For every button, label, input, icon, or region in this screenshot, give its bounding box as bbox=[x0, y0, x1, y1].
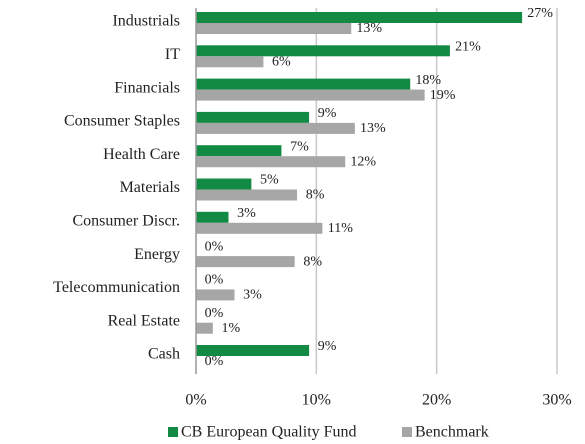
data-label: 8% bbox=[306, 188, 325, 203]
bar bbox=[196, 78, 411, 90]
data-label: 1% bbox=[222, 321, 241, 336]
category-label: Materials bbox=[120, 179, 180, 196]
data-label: 12% bbox=[350, 154, 376, 169]
bar bbox=[196, 211, 229, 223]
data-label: 9% bbox=[318, 339, 337, 354]
legend-label: CB European Quality Fund bbox=[181, 424, 357, 441]
data-label: 3% bbox=[243, 288, 262, 303]
category-label: Real Estate bbox=[108, 312, 180, 329]
bar bbox=[196, 256, 295, 268]
category-label: Consumer Discr. bbox=[72, 212, 180, 229]
data-label: 8% bbox=[303, 254, 322, 269]
category-label: Cash bbox=[148, 346, 180, 363]
data-label: 3% bbox=[237, 206, 256, 221]
bar bbox=[196, 145, 282, 157]
legend-swatch bbox=[402, 427, 412, 437]
category-label: IT bbox=[165, 46, 180, 63]
bar bbox=[196, 289, 235, 301]
bar bbox=[196, 23, 352, 34]
data-label: 0% bbox=[205, 273, 224, 288]
legend-label: Benchmark bbox=[415, 424, 489, 441]
legend-swatch bbox=[168, 427, 178, 437]
data-label: 27% bbox=[527, 6, 553, 21]
data-label: 0% bbox=[205, 354, 224, 369]
data-label: 19% bbox=[430, 88, 456, 103]
data-label: 5% bbox=[260, 173, 279, 188]
bar bbox=[196, 345, 310, 356]
bar bbox=[196, 122, 355, 134]
bar bbox=[196, 45, 450, 57]
bar bbox=[196, 89, 425, 101]
category-label: Telecommunication bbox=[53, 279, 180, 296]
data-label: 18% bbox=[415, 73, 441, 88]
data-label: 9% bbox=[318, 106, 337, 121]
bar bbox=[196, 56, 264, 68]
bar bbox=[196, 156, 346, 168]
x-tick-label: 30% bbox=[542, 392, 571, 409]
category-label: Energy bbox=[134, 246, 180, 263]
category-label: Consumer Staples bbox=[64, 113, 180, 130]
bar bbox=[196, 222, 323, 234]
x-tick-label: 10% bbox=[302, 392, 331, 409]
category-label: Financials bbox=[114, 79, 180, 96]
bar bbox=[196, 111, 310, 123]
bar bbox=[196, 322, 213, 334]
data-label: 6% bbox=[272, 55, 291, 70]
data-label: 13% bbox=[360, 121, 386, 136]
data-label: 0% bbox=[205, 306, 224, 321]
data-label: 7% bbox=[290, 139, 309, 154]
data-label: 11% bbox=[328, 221, 353, 236]
x-tick-label: 0% bbox=[185, 392, 206, 409]
category-label: Industrials bbox=[112, 13, 180, 30]
data-label: 21% bbox=[455, 40, 481, 55]
bar bbox=[196, 189, 298, 201]
bar bbox=[196, 12, 523, 23]
data-label: 0% bbox=[205, 239, 224, 254]
category-label: Health Care bbox=[103, 146, 180, 163]
data-label: 13% bbox=[356, 21, 382, 36]
bar bbox=[196, 178, 252, 190]
x-tick-label: 20% bbox=[422, 392, 451, 409]
